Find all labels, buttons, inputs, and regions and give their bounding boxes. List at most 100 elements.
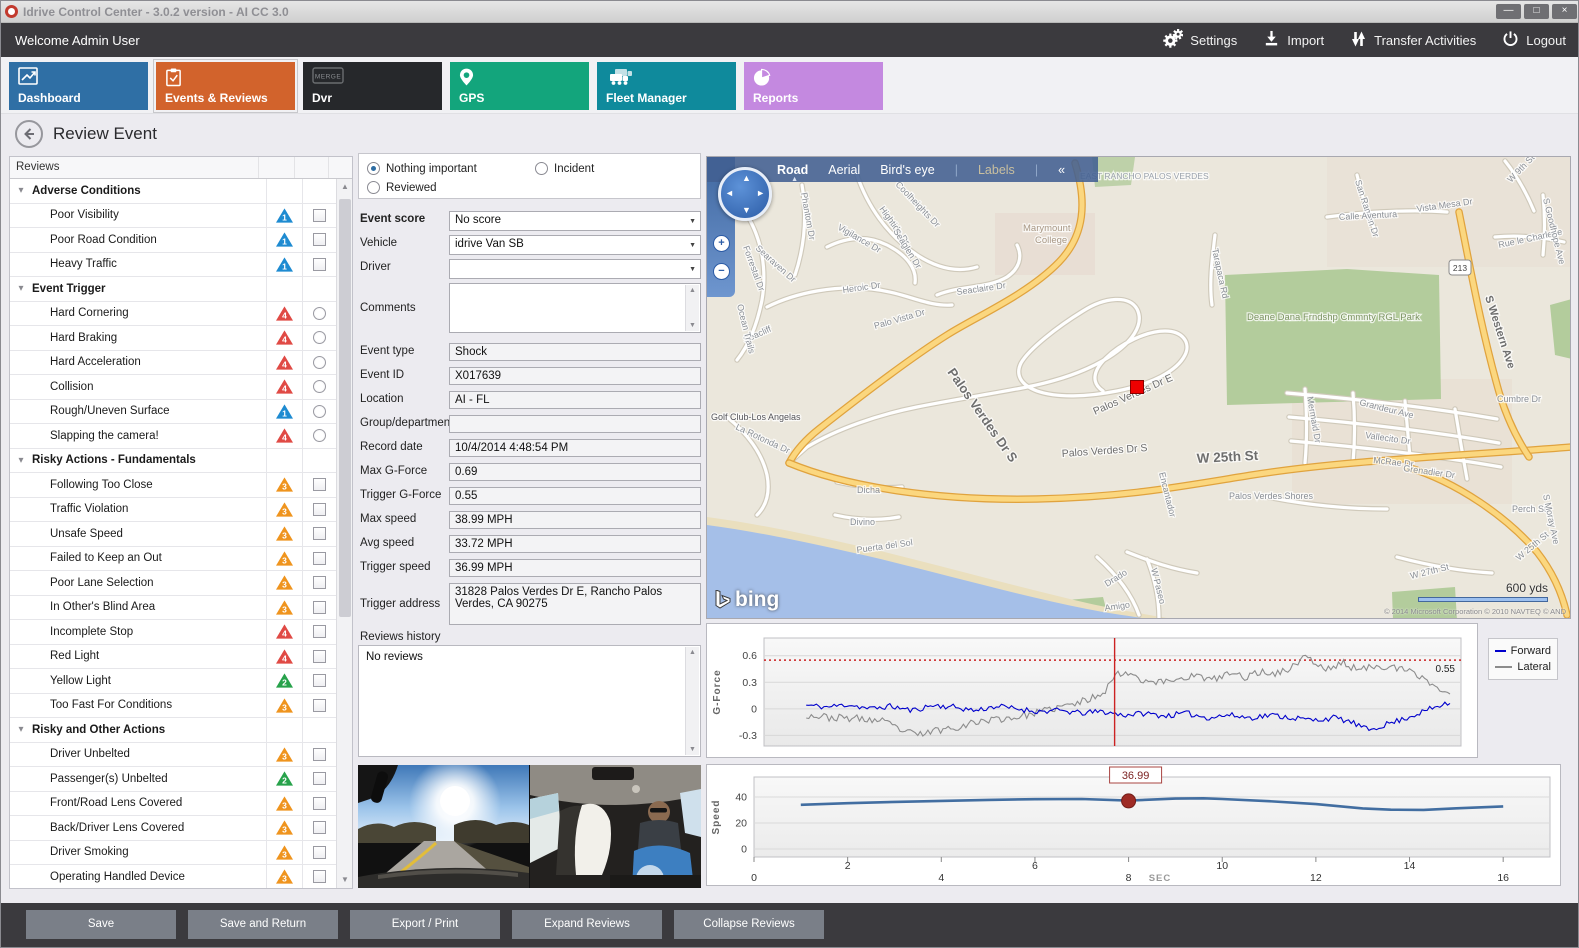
tab-reports[interactable]: Reports: [744, 62, 883, 110]
tree-item-row[interactable]: Yellow Light 2: [10, 669, 336, 694]
collapse-icon[interactable]: ▾: [18, 724, 24, 736]
tree-item-row[interactable]: In Other's Blind Area 3: [10, 595, 336, 620]
tree-item-row[interactable]: Driver Smoking 3: [10, 840, 336, 865]
item-radio[interactable]: [313, 380, 326, 394]
radio-selected[interactable]: [367, 162, 380, 175]
item-checkbox[interactable]: [313, 551, 326, 565]
tree-item-row[interactable]: Traffic Violation 3: [10, 497, 336, 522]
item-checkbox[interactable]: [313, 208, 326, 222]
item-radio[interactable]: [313, 306, 326, 320]
reviews-tree-scrollbar[interactable]: ▲ ▼: [336, 179, 352, 888]
item-checkbox[interactable]: [313, 674, 326, 688]
import-button[interactable]: Import: [1263, 30, 1324, 50]
trigger-g-force-field[interactable]: 0.55: [449, 487, 701, 505]
map-nav-collapse-button[interactable]: «: [1058, 162, 1066, 177]
comments-field[interactable]: ▲ ▼: [449, 283, 701, 333]
item-checkbox[interactable]: [313, 649, 326, 663]
item-checkbox[interactable]: [313, 478, 326, 492]
item-checkbox[interactable]: [313, 772, 326, 786]
back-button[interactable]: [15, 120, 43, 148]
item-checkbox[interactable]: [313, 527, 326, 541]
pan-right-icon[interactable]: ►: [756, 188, 765, 198]
expand-reviews-button[interactable]: Expand Reviews: [512, 910, 662, 939]
trigger-address-field[interactable]: 31828 Palos Verdes Dr E, Rancho Palos Ve…: [449, 583, 701, 625]
tree-item-row[interactable]: Collision 4: [10, 375, 336, 400]
camera-cab-thumbnail[interactable]: [530, 765, 701, 888]
tree-item-row[interactable]: Poor Road Condition 1: [10, 228, 336, 253]
event-type-field[interactable]: Shock: [449, 343, 701, 361]
map-zoom-out-button[interactable]: −: [713, 263, 730, 280]
tree-item-row[interactable]: Too Fast For Conditions 3: [10, 693, 336, 718]
radio-unselected[interactable]: [367, 181, 380, 194]
group-department-field[interactable]: [449, 415, 701, 433]
item-checkbox[interactable]: [313, 796, 326, 810]
item-checkbox[interactable]: [313, 600, 326, 614]
tree-item-row[interactable]: Back/Driver Lens Covered 3: [10, 816, 336, 841]
settings-button[interactable]: Settings: [1162, 28, 1237, 51]
item-checkbox[interactable]: [313, 747, 326, 761]
status-option-nothing-important[interactable]: Nothing important: [367, 162, 477, 175]
avg-speed-field[interactable]: 33.72 MPH: [449, 535, 701, 553]
tab-events-reviews[interactable]: Events & Reviews: [153, 59, 298, 113]
record-date-field[interactable]: 10/4/2014 4:48:54 PM: [449, 439, 701, 457]
radio-unselected[interactable]: [535, 162, 548, 175]
collapse-reviews-button[interactable]: Collapse Reviews: [674, 910, 824, 939]
tree-item-row[interactable]: Driver Unbelted 3: [10, 742, 336, 767]
map-view-bird-s-eye[interactable]: Bird's eye: [880, 162, 935, 177]
item-checkbox[interactable]: [313, 502, 326, 516]
item-radio[interactable]: [313, 331, 326, 345]
collapse-icon[interactable]: ▾: [18, 185, 24, 197]
close-button[interactable]: ×: [1552, 4, 1577, 19]
pan-left-icon[interactable]: ◄: [725, 188, 734, 198]
status-option-reviewed[interactable]: Reviewed: [367, 181, 437, 194]
tree-item-row[interactable]: Rough/Uneven Surface 1: [10, 399, 336, 424]
tree-item-row[interactable]: Front/Road Lens Covered 3: [10, 791, 336, 816]
max-speed-field[interactable]: 38.99 MPH: [449, 511, 701, 529]
maximize-button[interactable]: □: [1524, 4, 1549, 19]
pan-up-icon[interactable]: ▲: [742, 173, 751, 183]
chevron-down-icon[interactable]: ▼: [689, 242, 696, 249]
tab-dashboard[interactable]: Dashboard: [9, 62, 148, 110]
field-scrollbar[interactable]: ▲ ▼: [685, 285, 699, 331]
item-radio[interactable]: [313, 355, 326, 369]
save-and-return-button[interactable]: Save and Return: [188, 910, 338, 939]
tab-gps[interactable]: GPS: [450, 62, 589, 110]
camera-road-thumbnail[interactable]: [358, 765, 529, 888]
tree-item-row[interactable]: Following Too Close 3: [10, 473, 336, 498]
event-score-field[interactable]: No score ▼: [449, 211, 701, 231]
tree-item-row[interactable]: Hard Acceleration 4: [10, 350, 336, 375]
export-print-button[interactable]: Export / Print: [350, 910, 500, 939]
item-radio[interactable]: [313, 404, 326, 418]
max-g-force-field[interactable]: 0.69: [449, 463, 701, 481]
item-checkbox[interactable]: [313, 821, 326, 835]
tab-dvr[interactable]: MERGE Dvr: [303, 62, 442, 110]
item-checkbox[interactable]: [313, 870, 326, 884]
collapse-icon[interactable]: ▾: [18, 283, 24, 295]
collapse-icon[interactable]: ▾: [18, 454, 24, 466]
tree-group-row[interactable]: ▾ Risky Actions - Fundamentals: [10, 448, 336, 473]
chevron-down-icon[interactable]: ▼: [689, 218, 696, 225]
scroll-down-icon[interactable]: ▼: [341, 875, 349, 884]
tree-item-row[interactable]: Passenger(s) Unbelted 2: [10, 767, 336, 792]
trigger-speed-field[interactable]: 36.99 MPH: [449, 559, 701, 577]
map-view-road[interactable]: Road: [777, 163, 808, 183]
chevron-down-icon[interactable]: ▼: [689, 266, 696, 273]
item-checkbox[interactable]: [313, 625, 326, 639]
reviews-history-scrollbar[interactable]: ▲ ▼: [685, 647, 699, 755]
minimize-button[interactable]: —: [1496, 4, 1521, 19]
tree-item-row[interactable]: Poor Visibility 1: [10, 203, 336, 228]
item-checkbox[interactable]: [313, 698, 326, 712]
tree-item-row[interactable]: Heavy Traffic 1: [10, 252, 336, 277]
map-zoom-in-button[interactable]: +: [713, 235, 730, 252]
tree-group-row[interactable]: ▾ Adverse Conditions: [10, 179, 336, 204]
pan-down-icon[interactable]: ▼: [742, 205, 751, 215]
tree-item-row[interactable]: Slapping the camera! 4: [10, 424, 336, 449]
scrollbar-thumb[interactable]: [339, 199, 351, 617]
transfer-activities-button[interactable]: Transfer Activities: [1350, 30, 1476, 51]
map-pan-control[interactable]: ▲ ▼ ◄ ►: [718, 167, 772, 221]
tree-group-row[interactable]: ▾ Event Trigger: [10, 277, 336, 302]
status-option-incident[interactable]: Incident: [535, 162, 594, 175]
item-checkbox[interactable]: [313, 845, 326, 859]
tree-item-row[interactable]: Hard Cornering 4: [10, 301, 336, 326]
location-field[interactable]: AI - FL: [449, 391, 701, 409]
